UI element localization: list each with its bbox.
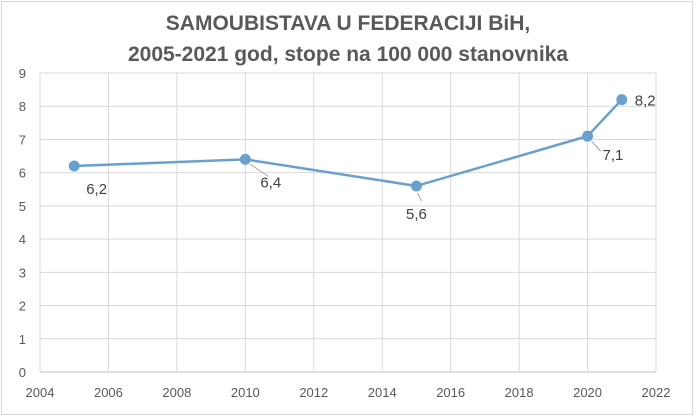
y-tick-label: 0	[19, 365, 26, 380]
data-label: 6,2	[86, 181, 107, 198]
y-tick-label: 3	[19, 265, 26, 280]
x-tick-label: 2006	[94, 385, 123, 400]
x-tick-label: 2008	[162, 385, 191, 400]
chart-title-line-2: 2005-2021 god, stope na 100 000 stanovni…	[127, 43, 569, 66]
y-tick-label: 1	[19, 332, 26, 347]
data-point	[239, 153, 251, 165]
x-tick-label: 2004	[26, 385, 55, 400]
data-point	[582, 130, 594, 142]
data-point	[616, 94, 628, 106]
chart-title-line-1: SAMOUBISTAVA U FEDERACIJI BiH,	[165, 12, 531, 35]
x-tick-label: 2012	[299, 385, 328, 400]
y-tick-label: 9	[19, 66, 26, 81]
y-tick-label: 4	[19, 232, 26, 247]
data-label: 5,6	[406, 206, 427, 223]
y-tick-label: 2	[19, 299, 26, 314]
data-point	[68, 160, 80, 172]
y-tick-label: 5	[19, 199, 26, 214]
data-label-leader	[250, 163, 269, 177]
chart-title: SAMOUBISTAVA U FEDERACIJI BiH, 2005-2021…	[0, 8, 696, 70]
y-tick-label: 7	[19, 132, 26, 147]
data-point	[410, 180, 422, 192]
x-tick-label: 2016	[436, 385, 465, 400]
y-tick-label: 6	[19, 166, 26, 181]
data-label-leader	[591, 140, 601, 152]
x-tick-label: 2018	[505, 385, 534, 400]
x-tick-label: 2014	[368, 385, 397, 400]
data-label-leader	[416, 192, 422, 202]
x-tick-label: 2022	[642, 385, 671, 400]
x-tick-label: 2020	[573, 385, 602, 400]
data-label: 7,1	[603, 147, 624, 164]
data-label: 8,2	[635, 93, 656, 110]
x-tick-label: 2010	[231, 385, 260, 400]
data-label: 6,4	[260, 174, 281, 191]
y-tick-label: 8	[19, 99, 26, 114]
